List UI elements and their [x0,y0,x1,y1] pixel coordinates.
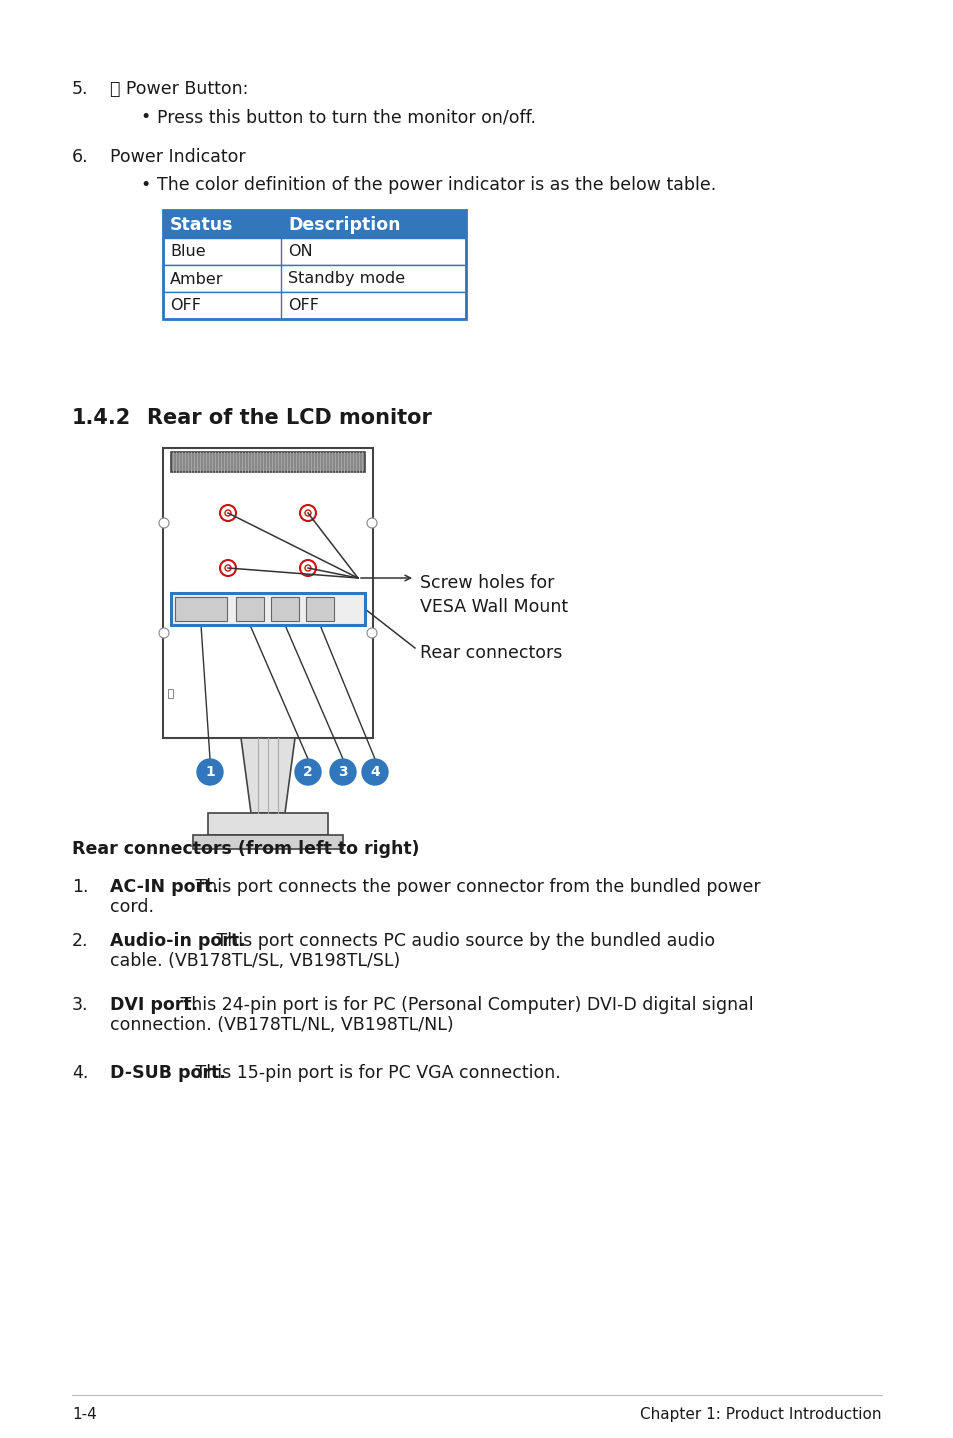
Text: This port connects the power connector from the bundled power: This port connects the power connector f… [190,879,760,896]
Text: •: • [140,175,150,194]
Text: This 15-pin port is for PC VGA connection.: This 15-pin port is for PC VGA connectio… [190,1064,560,1081]
Circle shape [305,565,311,571]
Text: AC-IN port.: AC-IN port. [110,879,218,896]
Text: 3: 3 [337,765,348,779]
Text: 2.: 2. [71,932,89,951]
Text: 4.: 4. [71,1064,89,1081]
Circle shape [361,759,388,785]
Text: ON: ON [288,244,313,259]
Text: 1-4: 1-4 [71,1406,96,1422]
Text: •: • [140,108,150,127]
Bar [168,689,172,697]
Text: This port connects PC audio source by the bundled audio: This port connects PC audio source by th… [212,932,715,951]
Bar [271,597,298,621]
Text: 5.: 5. [71,81,89,98]
Bar [171,592,365,626]
Text: OFF: OFF [170,299,201,313]
Circle shape [225,510,231,516]
Text: Standby mode: Standby mode [288,272,405,286]
Text: 1.: 1. [71,879,89,896]
Circle shape [299,505,315,521]
Circle shape [159,628,169,638]
Circle shape [220,505,235,521]
Circle shape [196,759,223,785]
Circle shape [299,559,315,577]
Bar [174,597,227,621]
Text: connection. (VB178TL/NL, VB198TL/NL): connection. (VB178TL/NL, VB198TL/NL) [110,1017,453,1034]
Text: 1: 1 [205,765,214,779]
Bar [163,210,465,239]
Circle shape [220,559,235,577]
Text: Amber: Amber [170,272,223,286]
Text: cord.: cord. [110,897,153,916]
Circle shape [159,518,169,528]
Text: Rear connectors: Rear connectors [419,644,561,661]
Text: Screw holes for
VESA Wall Mount: Screw holes for VESA Wall Mount [419,574,568,615]
Polygon shape [241,738,294,812]
Text: Description: Description [288,216,400,234]
Text: Blue: Blue [170,244,206,259]
Bar [163,265,465,292]
Text: Status: Status [170,216,233,234]
Bar [163,239,465,265]
Circle shape [225,565,231,571]
Text: DVI port.: DVI port. [110,997,198,1014]
Text: 4: 4 [370,765,379,779]
Bar [163,449,373,738]
Text: Rear connectors (from left to right): Rear connectors (from left to right) [71,840,419,858]
Text: OFF: OFF [288,299,318,313]
Bar [163,210,465,319]
Bar [235,597,264,621]
Circle shape [367,518,376,528]
Text: 3.: 3. [71,997,89,1014]
Text: 2: 2 [303,765,313,779]
Text: Audio-in port.: Audio-in port. [110,932,245,951]
Text: ⏻ Power Button:: ⏻ Power Button: [110,81,248,98]
Text: cable. (VB178TL/SL, VB198TL/SL): cable. (VB178TL/SL, VB198TL/SL) [110,952,400,971]
Text: The color definition of the power indicator is as the below table.: The color definition of the power indica… [157,175,716,194]
Bar [306,597,334,621]
Text: 6.: 6. [71,148,89,165]
Bar [193,835,343,848]
Circle shape [330,759,355,785]
Bar [171,452,365,472]
Bar [208,812,328,835]
Text: Press this button to turn the monitor on/off.: Press this button to turn the monitor on… [157,108,536,127]
Circle shape [305,510,311,516]
Text: D-SUB port.: D-SUB port. [110,1064,226,1081]
Circle shape [367,628,376,638]
Text: Chapter 1: Product Introduction: Chapter 1: Product Introduction [639,1406,882,1422]
Text: Power Indicator: Power Indicator [110,148,245,165]
Text: This 24-pin port is for PC (Personal Computer) DVI-D digital signal: This 24-pin port is for PC (Personal Com… [175,997,753,1014]
Circle shape [294,759,320,785]
Text: 1.4.2: 1.4.2 [71,408,132,429]
Bar [163,292,465,319]
Text: Rear of the LCD monitor: Rear of the LCD monitor [147,408,432,429]
